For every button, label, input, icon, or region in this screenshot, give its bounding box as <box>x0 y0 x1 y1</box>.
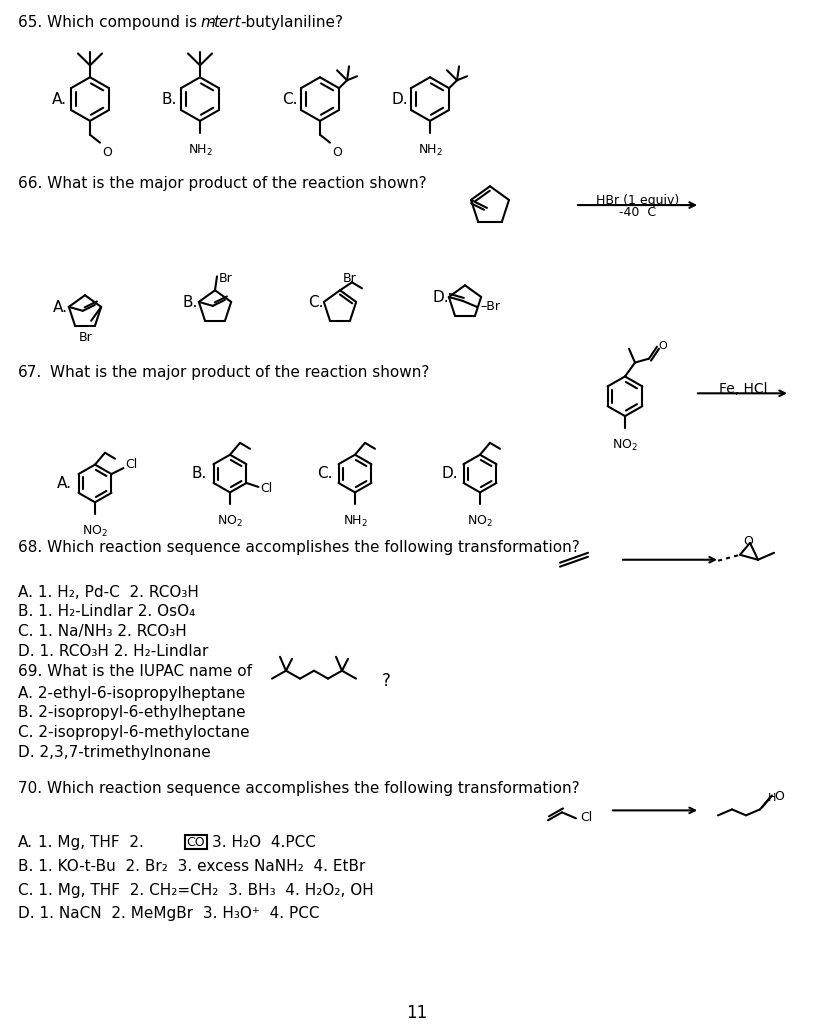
Text: D.: D. <box>392 91 409 106</box>
Text: –Br: –Br <box>481 300 501 313</box>
Text: O: O <box>658 341 666 351</box>
Text: Br: Br <box>219 272 233 286</box>
Text: C. 1. Mg, THF  2. CH₂=CH₂  3. BH₃  4. H₂O₂, OH: C. 1. Mg, THF 2. CH₂=CH₂ 3. BH₃ 4. H₂O₂,… <box>18 883 374 898</box>
Text: 1. Mg, THF  2.: 1. Mg, THF 2. <box>38 836 144 850</box>
FancyBboxPatch shape <box>185 836 207 849</box>
Text: NO$_2$: NO$_2$ <box>467 514 493 529</box>
Text: -: - <box>208 15 214 30</box>
Text: NH$_2$: NH$_2$ <box>418 142 443 158</box>
Text: -butylaniline?: -butylaniline? <box>240 15 343 30</box>
Text: D.: D. <box>433 290 450 305</box>
Text: 65. Which compound is: 65. Which compound is <box>18 15 202 30</box>
Text: A.: A. <box>52 91 67 106</box>
Text: B.: B. <box>192 466 208 481</box>
Text: A.: A. <box>18 836 33 850</box>
Text: NH$_2$: NH$_2$ <box>188 142 213 158</box>
Text: CO: CO <box>187 836 205 849</box>
Text: B.: B. <box>183 295 198 309</box>
Text: A. 1. H₂, Pd-C  2. RCO₃H: A. 1. H₂, Pd-C 2. RCO₃H <box>18 585 198 599</box>
Text: ?: ? <box>382 672 391 690</box>
Text: D. 2,3,7-trimethylnonane: D. 2,3,7-trimethylnonane <box>18 745 211 760</box>
Text: B. 1. KO-t-Bu  2. Br₂  3. excess NaNH₂  4. EtBr: B. 1. KO-t-Bu 2. Br₂ 3. excess NaNH₂ 4. … <box>18 859 365 873</box>
Text: O: O <box>743 535 753 548</box>
Text: NO$_2$: NO$_2$ <box>82 524 108 540</box>
Text: m: m <box>200 15 215 30</box>
Text: NO$_2$: NO$_2$ <box>217 514 243 529</box>
Text: O: O <box>102 145 112 159</box>
Text: Cl: Cl <box>125 458 138 471</box>
Text: 68. Which reaction sequence accomplishes the following transformation?: 68. Which reaction sequence accomplishes… <box>18 540 580 555</box>
Text: C. 1. Na/NH₃ 2. RCO₃H: C. 1. Na/NH₃ 2. RCO₃H <box>18 625 187 639</box>
Text: 3. H₂O  4.PCC: 3. H₂O 4.PCC <box>212 836 316 850</box>
Text: D. 1. RCO₃H 2. H₂-Lindlar: D. 1. RCO₃H 2. H₂-Lindlar <box>18 644 208 659</box>
Text: C.: C. <box>282 91 298 106</box>
Text: 70. Which reaction sequence accomplishes the following transformation?: 70. Which reaction sequence accomplishes… <box>18 780 580 796</box>
Text: NO$_2$: NO$_2$ <box>612 438 638 453</box>
Text: Cl: Cl <box>580 811 592 824</box>
Text: 66. What is the major product of the reaction shown?: 66. What is the major product of the rea… <box>18 176 427 191</box>
Text: Br: Br <box>78 331 92 344</box>
Text: 69. What is the IUPAC name of: 69. What is the IUPAC name of <box>18 664 252 679</box>
Text: -40  C: -40 C <box>620 206 656 219</box>
Text: D.: D. <box>442 466 459 481</box>
Text: O: O <box>332 145 342 159</box>
Text: 67.: 67. <box>18 365 43 380</box>
Text: A.: A. <box>53 300 68 314</box>
Text: B.: B. <box>162 91 178 106</box>
Text: What is the major product of the reaction shown?: What is the major product of the reactio… <box>50 365 430 380</box>
Text: Fe, HCl: Fe, HCl <box>719 382 767 396</box>
Text: Br: Br <box>343 272 357 286</box>
Text: D. 1. NaCN  2. MeMgBr  3. H₃O⁺  4. PCC: D. 1. NaCN 2. MeMgBr 3. H₃O⁺ 4. PCC <box>18 906 319 922</box>
Text: C.: C. <box>308 295 324 309</box>
Text: A. 2-ethyl-6-isopropylheptane: A. 2-ethyl-6-isopropylheptane <box>18 685 245 700</box>
Text: O: O <box>774 791 784 803</box>
Text: C.: C. <box>317 466 333 481</box>
Text: B. 1. H₂-Lindlar 2. OsO₄: B. 1. H₂-Lindlar 2. OsO₄ <box>18 604 195 620</box>
Text: C. 2-isopropyl-6-methyloctane: C. 2-isopropyl-6-methyloctane <box>18 725 249 740</box>
Text: 11: 11 <box>406 1004 428 1022</box>
Text: HBr (1 equiv): HBr (1 equiv) <box>596 195 680 207</box>
Text: H: H <box>768 793 776 803</box>
Text: B. 2-isopropyl-6-ethylheptane: B. 2-isopropyl-6-ethylheptane <box>18 706 246 720</box>
Text: tert: tert <box>213 15 241 30</box>
Text: Cl: Cl <box>260 482 273 496</box>
Text: A.: A. <box>57 476 72 490</box>
Text: NH$_2$: NH$_2$ <box>343 514 368 529</box>
